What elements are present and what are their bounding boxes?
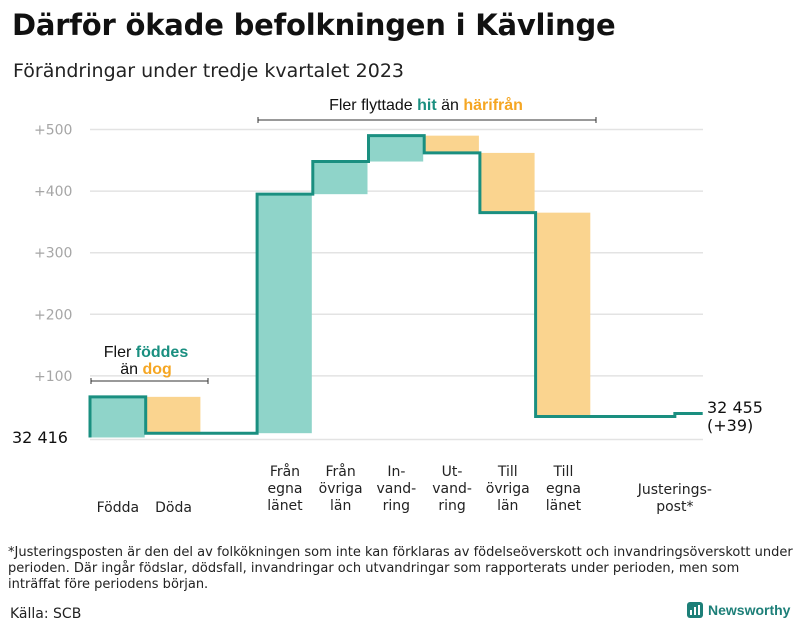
bar-neg [146,396,201,434]
annotation-highlight: hit [417,97,437,114]
category-label-line: ring [438,498,465,514]
category-label-line: ring [383,498,410,514]
category-label-line: egna [546,481,581,497]
category-label: Till övriga län [486,464,530,514]
bar-pos [313,161,368,195]
annotation-text: än [120,361,142,378]
migration-annotation: Fler flyttade hit än härifrån [329,96,523,114]
category-label-line: Till [497,464,518,480]
start-value-label: 32 416 [12,428,68,447]
y-tick-label: +300 [34,246,72,262]
newsworthy-logo-icon [687,602,703,618]
y-tick-label: +200 [34,307,72,323]
category-label: Döda [155,500,192,516]
category-label-line: Ut- [442,464,463,480]
category-label-line: vand- [432,481,472,497]
category-label-line: egna [267,481,302,497]
bar-pos [369,135,424,162]
bar-neg [480,152,535,213]
bar-pos [258,194,312,434]
annotation-highlight: härifrån [463,96,523,114]
end-change-label: (+39) [707,416,753,435]
annotation-text: än [437,97,464,114]
source-label: Källa: SCB [10,606,82,622]
category-label-line: Justerings- [637,482,712,498]
footnote: *Justeringsposten är den del av folkökni… [8,545,793,592]
newsworthy-logo-text: Newsworthy [708,602,791,618]
bar-neg [425,135,479,153]
category-label: Födda [97,500,139,516]
category-label: Justerings-post* [637,482,712,515]
category-label-line: län [330,498,351,514]
category-label-line: övriga [319,481,363,497]
annotation-text: Fler flyttade [329,97,417,114]
category-label-line: Döda [155,500,192,516]
category-label-line: In- [387,464,405,480]
annotation-text: Fler [104,344,136,361]
waterfall-step-line [88,134,703,438]
category-label-line: vand- [377,481,417,497]
bar-pos [91,396,145,438]
y-tick-label: +400 [34,184,72,200]
bar-neg [536,212,591,417]
newsworthy-logo: Newsworthy [687,602,790,618]
annotation-highlight: dog [142,361,171,378]
category-label-line: länet [546,498,582,514]
y-tick-label: +500 [34,123,72,139]
category-label: Från egna länet [267,463,303,514]
annotation-highlight: föddes [136,344,189,361]
category-label-line: post* [656,499,693,515]
category-label-line: Till [553,464,574,480]
category-label-line: Födda [97,500,139,516]
births-annotation-line1: Fler föddes [104,344,189,361]
category-label-line: län [497,498,518,514]
category-label: Från övriga län [319,463,363,514]
chart-subtitle: Förändringar under tredje kvartalet 2023 [13,60,405,82]
end-value-label: 32 455 [707,398,763,417]
births-annotation-line2: än dog [120,361,172,378]
y-tick-label: +100 [34,369,72,385]
category-label-line: Från [326,463,356,480]
category-label-line: övriga [486,481,530,497]
category-label-line: länet [267,498,303,514]
chart-title: Därför ökade befolkningen i Kävlinge [12,8,616,42]
category-label: Ut-vand-ring [432,464,472,514]
category-label-line: Från [270,463,300,480]
category-label: In-vand-ring [377,464,417,514]
category-label: Till egna länet [546,464,582,514]
